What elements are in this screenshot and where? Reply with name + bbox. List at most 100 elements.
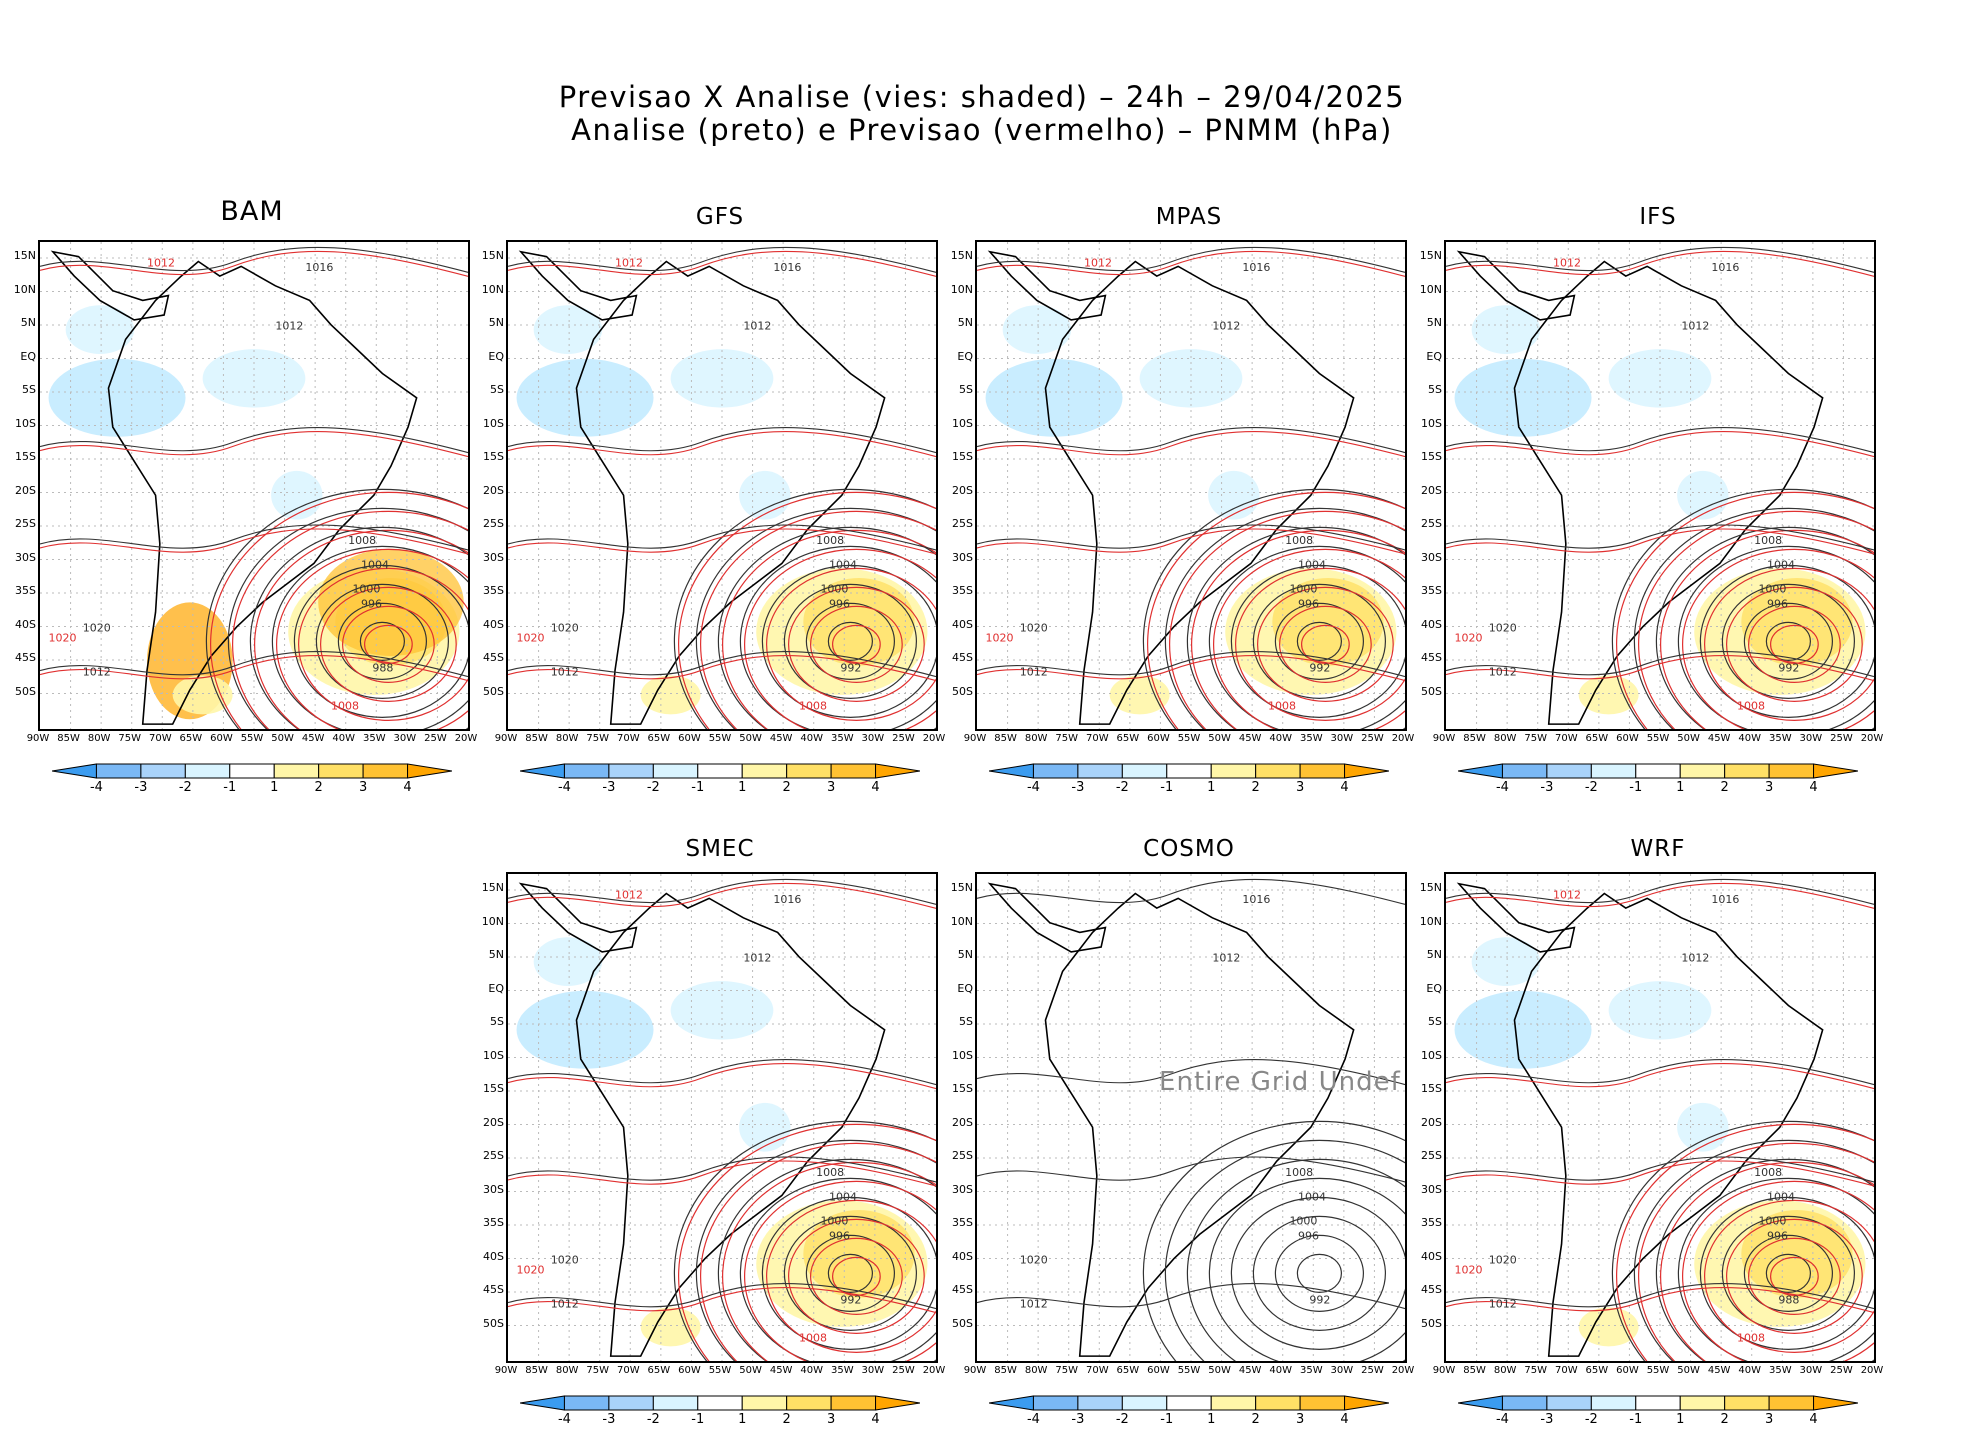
isobar-label: 1012 (551, 1297, 579, 1310)
colorbar-swatch (1077, 763, 1123, 779)
colorbar-swatch (1635, 763, 1681, 779)
isobar-label: 1016 (773, 261, 801, 274)
latitude-label: 30S (483, 1182, 504, 1196)
forecast-isobar-label: 1020 (49, 631, 77, 644)
longitude-label: 65W (1585, 1365, 1609, 1376)
isobar-label: 1008 (348, 534, 376, 547)
colorbar-label: 4 (1809, 780, 1818, 795)
latitude-label: 25S (1421, 1149, 1442, 1162)
latitude-label: 50S (1421, 684, 1442, 698)
negative-bias-area (1002, 305, 1072, 355)
longitude-label: 50W (739, 733, 762, 744)
colorbar-swatch (652, 763, 699, 779)
longitude-label: 70W (1085, 733, 1109, 744)
longitude-label: 35W (1299, 733, 1323, 744)
longitude-label: 60W (1616, 1365, 1639, 1376)
colorbar-label: 3 (1295, 1412, 1305, 1427)
longitude-label: 20W (1391, 1365, 1415, 1376)
latitude-label: 40S (952, 1249, 973, 1263)
longitude-label: 75W (118, 733, 142, 744)
latitude-label: 5S (490, 383, 504, 396)
central-america-coastline (990, 884, 1106, 952)
colorbar-swatch (786, 763, 832, 779)
longitude-label: 90W (963, 733, 987, 744)
longitude-label: 25W (424, 733, 447, 744)
colorbar-label: -4 (89, 780, 103, 795)
forecast-isobar-label: 1008 (799, 700, 827, 713)
longitude-label: 55W (1646, 733, 1670, 744)
longitude-label: 60W (678, 1365, 701, 1376)
forecast-isobars (1446, 882, 1874, 1314)
colorbar-swatch (95, 763, 142, 779)
central-america-coastline (521, 252, 637, 320)
negative-bias-area (670, 349, 774, 408)
latitude-label: 50S (1421, 1316, 1442, 1330)
longitude-label: 55W (240, 733, 264, 744)
colorbar-swatch (229, 763, 275, 779)
colorbar-swatch (1210, 1395, 1257, 1411)
colorbar-swatch (273, 763, 320, 779)
longitude-label: 20W (922, 733, 946, 744)
colorbar-label: -3 (602, 1412, 616, 1427)
longitude-label: 45W (769, 733, 793, 744)
colorbar-label: 4 (871, 1412, 880, 1427)
positive-bias-area (1741, 578, 1853, 666)
colorbar-swatch (830, 1395, 877, 1411)
colorbar-label: 1 (1207, 1412, 1216, 1427)
colorbar-swatch (741, 1395, 788, 1411)
latitude-label: 10S (15, 416, 36, 430)
analysis-isobars (40, 246, 468, 678)
colorbar: -4 -3 -2 -1 1 2 3 4 (1457, 763, 1859, 803)
isobar-label: 1008 (816, 1166, 844, 1179)
south-america-coastline (1514, 261, 1822, 724)
isobar-label: 1004 (829, 558, 857, 571)
longitude-label: 75W (1055, 1365, 1079, 1376)
low-center-label: 992 (1309, 1293, 1330, 1306)
latitude-label: 20S (952, 483, 973, 497)
colorbar-swatch (608, 763, 654, 779)
latitude-label: 10S (1421, 416, 1442, 430)
longitude-label: 40W (332, 733, 356, 744)
isobar-label: 1016 (1711, 261, 1739, 274)
longitude-label: 65W (1116, 1365, 1140, 1376)
latitude-label: 5S (959, 1015, 973, 1028)
negative-bias-area (1454, 358, 1592, 437)
map-frame: 1016 1012 1008 1004 1000 996 992 1020 1012 1012 10… (506, 872, 938, 1363)
negative-bias-area (1471, 305, 1541, 355)
longitude-label: 25W (1361, 733, 1384, 744)
longitude-label: 35W (830, 1365, 854, 1376)
isobar-label: 1020 (1489, 622, 1517, 635)
colorbar-swatch (519, 763, 565, 779)
latitude-label: 20S (483, 1115, 504, 1129)
longitude-label: 20W (454, 733, 478, 744)
analysis-isobars (1446, 246, 1874, 678)
longitude-label: 90W (963, 1365, 987, 1376)
isobar-label: 1000 (352, 583, 380, 596)
colorbar-label: -3 (1540, 780, 1554, 795)
colorbar-label: -3 (602, 780, 616, 795)
latitude-label: 5N (488, 948, 504, 961)
longitude-label: 25W (892, 1365, 915, 1376)
lat-lon-grid (977, 874, 1405, 1361)
latitude-label: 30S (15, 550, 36, 564)
latitude-label: EQ (20, 349, 36, 363)
latitude-label: 25S (15, 517, 36, 530)
forecast-isobars (40, 250, 468, 682)
colorbar-label: -2 (1115, 780, 1129, 795)
longitude-label: 85W (1463, 733, 1486, 744)
colorbar-swatch (1255, 763, 1301, 779)
latitude-label: 45S (1421, 651, 1442, 664)
longitude-label: 70W (616, 733, 640, 744)
latitude-label: 45S (483, 651, 504, 664)
latitude-label: 35S (1421, 1216, 1442, 1229)
forecast-low-isobars (1616, 491, 1874, 729)
colorbar: -4 -3 -2 -1 1 2 3 4 (519, 763, 921, 803)
forecast-isobar-label: 1020 (517, 631, 545, 644)
latitude-label: 50S (952, 1316, 973, 1330)
longitude-label: 45W (1707, 733, 1731, 744)
longitude-label: 90W (1432, 733, 1456, 744)
latitude-label: 15S (1421, 450, 1442, 463)
longitude-label: 35W (1768, 1365, 1792, 1376)
colorbar-label: -1 (1629, 780, 1643, 795)
forecast-low-isobars (210, 491, 468, 729)
